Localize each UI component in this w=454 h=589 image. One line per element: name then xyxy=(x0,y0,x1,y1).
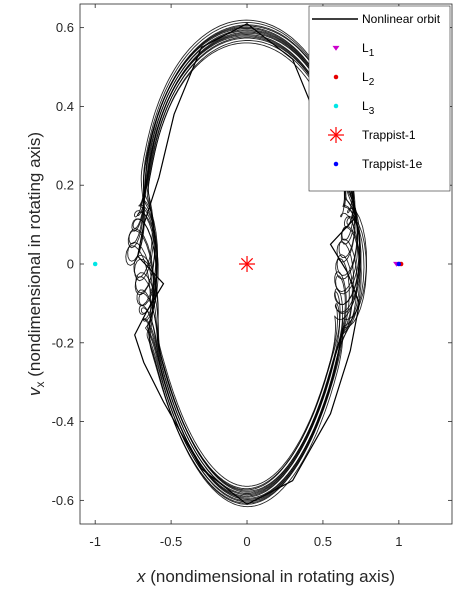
legend-label: L1 xyxy=(362,41,375,59)
legend-item: Nonlinear orbit xyxy=(312,12,441,26)
legend-marker xyxy=(333,161,339,167)
legend-marker xyxy=(333,74,339,80)
y-tick-label: 0.2 xyxy=(56,178,74,193)
legend-label-main: L xyxy=(362,99,369,113)
legend-box xyxy=(308,5,451,192)
x-axis-label-text: (nondimensional in rotating axis) xyxy=(146,567,395,586)
x-tick-label: -0.5 xyxy=(160,534,182,549)
marker-layer xyxy=(92,256,404,272)
x-axis-label-var: x xyxy=(136,567,146,586)
legend-label: Nonlinear orbit xyxy=(362,12,441,26)
trappist-1e-marker xyxy=(396,261,402,267)
x-tick-label: 1 xyxy=(395,534,402,549)
x-tick-label: 0.5 xyxy=(314,534,332,549)
x-tick-label: 0 xyxy=(243,534,250,549)
legend-item: Trappist-1e xyxy=(333,157,423,171)
legend-label-main: L xyxy=(362,70,369,84)
legend-items: Nonlinear orbitL1L2L3Trappist-1Trappist-… xyxy=(312,12,441,171)
y-axis-label: vx (nondimensional in rotating axis) xyxy=(25,132,47,396)
trappist-1-marker xyxy=(239,256,256,272)
legend-marker xyxy=(333,103,339,109)
y-axis-label-sub: x xyxy=(33,381,47,387)
legend-item: Trappist-1 xyxy=(328,127,416,143)
x-axis-label: x (nondimensional in rotating axis) xyxy=(136,567,395,586)
legend-label: Trappist-1 xyxy=(362,128,416,142)
legend-item: L2 xyxy=(333,70,375,88)
legend-label-main: L xyxy=(362,41,369,55)
legend-label: L2 xyxy=(362,70,375,88)
y-axis-label-text: (nondimensional in rotating axis) xyxy=(25,132,44,381)
legend-label-main: Nonlinear orbit xyxy=(362,12,441,26)
x-tick-label: -1 xyxy=(89,534,101,549)
legend-item: L3 xyxy=(333,99,375,117)
legend-label-main: Trappist-1 xyxy=(362,128,416,142)
legend-label-sub: 1 xyxy=(369,48,375,59)
y-tick-label: -0.2 xyxy=(52,335,74,350)
legend-marker xyxy=(328,127,344,143)
y-tick-label: 0.6 xyxy=(56,20,74,35)
legend-label: Trappist-1e xyxy=(362,157,423,171)
legend: Nonlinear orbitL1L2L3Trappist-1Trappist-… xyxy=(308,5,451,192)
y-tick-label: -0.4 xyxy=(52,414,74,429)
y-axis-label-var: v xyxy=(25,386,44,396)
y-tick-label: -0.6 xyxy=(52,493,74,508)
legend-label-sub: 2 xyxy=(369,77,375,88)
L3-marker xyxy=(92,261,98,267)
tick-layer: -1 -0.5 0 0.5 1 -0.6 -0.4 -0.2 0 0.2 0.4 0.6 xyxy=(52,4,452,549)
legend-label-main: Trappist-1e xyxy=(362,157,423,171)
legend-label: L3 xyxy=(362,99,375,117)
legend-item: L1 xyxy=(332,41,375,59)
y-tick-label: 0.4 xyxy=(56,99,74,114)
legend-label-sub: 3 xyxy=(369,106,375,117)
legend-marker xyxy=(332,45,340,51)
y-tick-label: 0 xyxy=(67,257,74,272)
